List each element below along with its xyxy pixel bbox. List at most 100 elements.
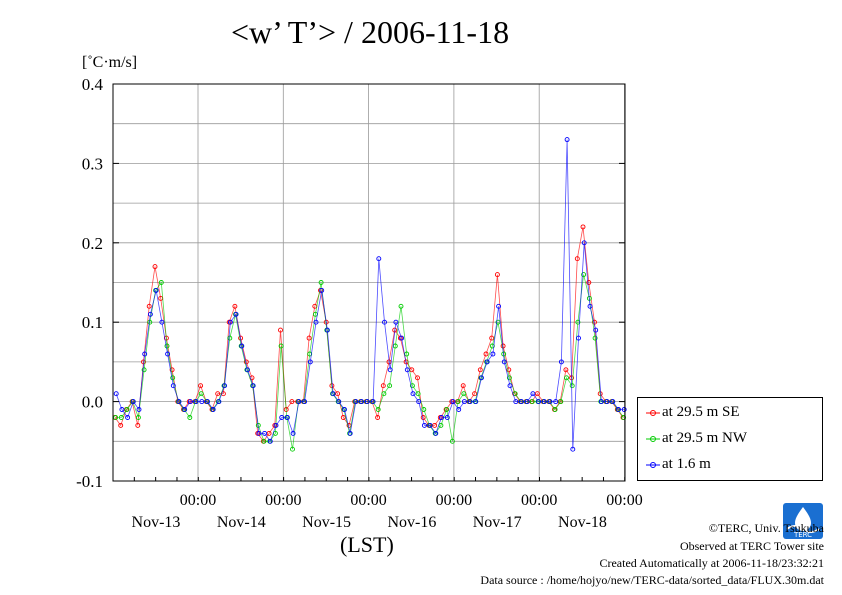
data-point bbox=[313, 319, 319, 325]
x-tick-label: 00:00 bbox=[265, 492, 301, 509]
data-point bbox=[266, 430, 272, 436]
data-point bbox=[382, 319, 387, 325]
svg-text:TERC: TERC bbox=[793, 531, 812, 539]
data-point bbox=[381, 391, 387, 397]
data-point bbox=[289, 399, 295, 405]
data-point bbox=[130, 399, 136, 405]
data-point bbox=[506, 367, 512, 373]
data-point bbox=[410, 391, 416, 397]
data-point bbox=[581, 272, 587, 278]
data-point bbox=[142, 351, 148, 357]
data-point bbox=[461, 391, 467, 397]
data-point bbox=[393, 319, 399, 325]
data-point bbox=[113, 415, 119, 420]
data-point bbox=[432, 422, 438, 428]
x-tick-label: 00:00 bbox=[350, 492, 386, 509]
data-point bbox=[239, 343, 245, 349]
data-point bbox=[387, 367, 393, 373]
data-point bbox=[433, 430, 439, 436]
data-point bbox=[222, 383, 228, 389]
y-tick-label: 0.4 bbox=[82, 75, 104, 94]
data-point bbox=[227, 335, 233, 341]
data-point bbox=[427, 422, 433, 428]
x-axis-label: (LST) bbox=[340, 532, 394, 557]
data-point bbox=[455, 399, 461, 405]
data-point bbox=[118, 422, 124, 428]
data-point bbox=[136, 407, 142, 412]
data-point bbox=[484, 359, 490, 365]
data-point bbox=[552, 407, 558, 412]
data-point bbox=[210, 407, 216, 412]
legend-marker-icon bbox=[646, 462, 660, 468]
data-point bbox=[404, 367, 410, 373]
data-point bbox=[376, 256, 382, 262]
data-point bbox=[439, 415, 444, 420]
data-point bbox=[165, 351, 171, 357]
data-point bbox=[279, 415, 285, 420]
data-point bbox=[302, 399, 308, 405]
data-point bbox=[541, 399, 547, 405]
data-point bbox=[483, 351, 489, 357]
data-point bbox=[610, 399, 616, 405]
chart-series-group bbox=[112, 137, 627, 452]
data-point bbox=[290, 430, 296, 436]
data-point bbox=[284, 415, 290, 420]
data-point bbox=[159, 319, 165, 325]
data-point bbox=[415, 391, 421, 397]
data-point bbox=[176, 399, 182, 405]
data-point bbox=[273, 422, 279, 428]
data-point bbox=[563, 367, 569, 373]
data-point bbox=[570, 446, 576, 452]
data-point bbox=[387, 383, 393, 389]
x-tick-date-label: Nov-15 bbox=[302, 514, 351, 531]
data-point bbox=[232, 303, 238, 309]
data-point bbox=[489, 343, 495, 349]
data-point bbox=[278, 327, 283, 333]
terc-logo-icon: TERC bbox=[783, 503, 823, 539]
data-point bbox=[250, 383, 256, 389]
data-point bbox=[519, 399, 524, 405]
legend-label: at 29.5 m SE bbox=[662, 404, 740, 420]
data-point bbox=[141, 367, 147, 373]
y-tick-label: -0.1 bbox=[76, 472, 103, 491]
data-point bbox=[409, 383, 415, 389]
data-point bbox=[364, 399, 370, 405]
data-point bbox=[569, 383, 575, 389]
data-point bbox=[296, 399, 302, 405]
data-point bbox=[336, 399, 342, 405]
data-point bbox=[146, 303, 152, 309]
data-point bbox=[586, 280, 592, 285]
data-point bbox=[330, 391, 336, 397]
data-point bbox=[524, 399, 530, 405]
data-point bbox=[245, 367, 250, 373]
footer-source: Data source : /home/hojyo/new/TERC-data/… bbox=[480, 573, 824, 587]
data-point bbox=[342, 407, 347, 412]
legend-marker-icon bbox=[646, 410, 660, 416]
data-point bbox=[153, 287, 159, 293]
footer-copyright: ©TERC, Univ. Tsukuba bbox=[708, 521, 824, 535]
data-point bbox=[564, 137, 570, 143]
data-point bbox=[164, 343, 170, 349]
data-point bbox=[335, 391, 341, 397]
data-point bbox=[621, 415, 627, 420]
data-point bbox=[135, 422, 141, 428]
data-point bbox=[340, 415, 346, 420]
data-point bbox=[421, 407, 427, 412]
data-point bbox=[187, 399, 193, 405]
data-point bbox=[558, 359, 564, 365]
data-point bbox=[449, 438, 455, 444]
data-point bbox=[460, 383, 466, 389]
data-point bbox=[576, 335, 581, 341]
data-point bbox=[375, 415, 381, 420]
data-point bbox=[494, 272, 500, 278]
x-tick-label: 00:00 bbox=[521, 492, 557, 509]
data-point bbox=[399, 335, 405, 341]
chart-grid bbox=[113, 83, 625, 482]
data-point bbox=[513, 399, 519, 405]
data-point bbox=[324, 327, 330, 333]
legend-label: at 1.6 m bbox=[662, 456, 711, 472]
footer-created: Created Automatically at 2006-11-18/23:3… bbox=[599, 556, 824, 570]
y-axis-unit-label: [˚C·m/s] bbox=[82, 54, 138, 71]
data-point bbox=[306, 335, 312, 341]
